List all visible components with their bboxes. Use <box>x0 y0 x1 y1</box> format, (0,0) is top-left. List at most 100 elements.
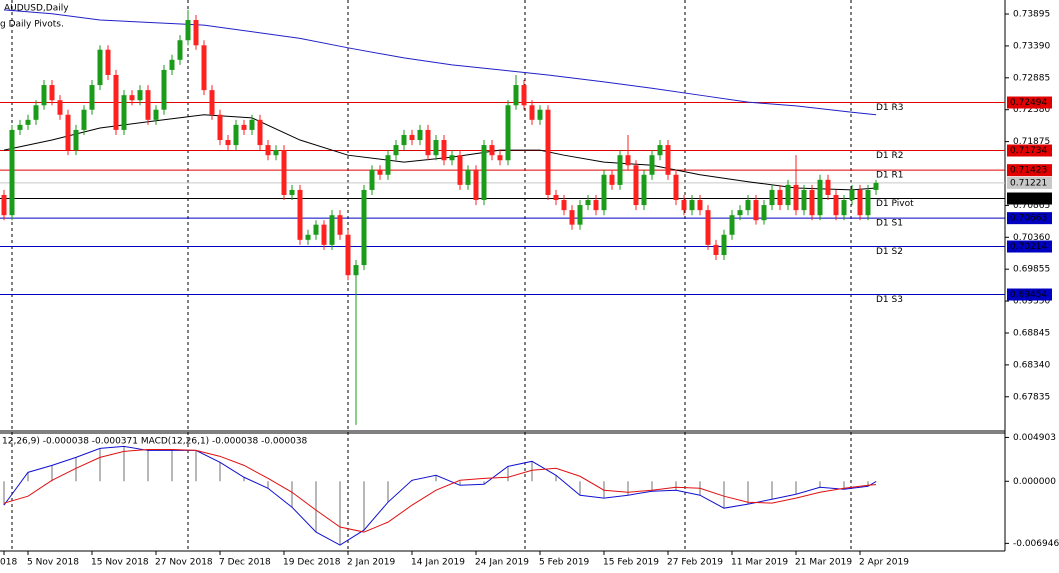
candle-body <box>33 105 39 120</box>
histogram-bar <box>555 475 557 482</box>
x-tick-label: 5 Nov 2018 <box>27 558 79 568</box>
histogram-bar <box>171 450 173 482</box>
histogram-bar <box>123 446 125 482</box>
pivot-box <box>1007 288 1052 301</box>
histogram-bar <box>627 481 629 496</box>
candle-body <box>169 59 175 70</box>
candle-body <box>465 169 471 185</box>
candle-body <box>153 109 159 120</box>
histogram-bar <box>219 462 221 482</box>
candle-body <box>313 224 319 235</box>
candle-body <box>721 234 727 255</box>
pivot-value: 0.69454 <box>1010 290 1047 300</box>
y-tick-label: 0.71875 <box>1013 137 1050 147</box>
candle-body <box>689 200 695 211</box>
candle-body <box>65 114 71 151</box>
pivot-value: 0.72494 <box>1010 98 1047 108</box>
histogram-bar <box>267 481 269 489</box>
candle-body <box>537 109 543 120</box>
histogram-bar <box>651 481 653 492</box>
candle-body <box>265 145 271 156</box>
candle-body <box>473 169 479 201</box>
histogram-bar <box>867 481 869 487</box>
histogram-bar <box>291 481 293 508</box>
candle-body <box>641 174 647 206</box>
candle-body <box>281 150 287 195</box>
candle-body <box>185 20 191 41</box>
candle-body <box>17 124 23 130</box>
candle-body <box>257 119 263 146</box>
candle-body <box>745 200 751 211</box>
candle-body <box>377 169 383 175</box>
candle-body <box>1 194 7 216</box>
histogram-bar <box>3 481 5 506</box>
candle-body <box>449 155 455 161</box>
histogram-bar <box>675 481 677 491</box>
histogram-bar <box>75 457 77 482</box>
candle-body <box>97 49 103 86</box>
candle-body <box>737 210 743 216</box>
candle-body <box>393 145 399 156</box>
candle-body <box>497 155 503 161</box>
candle-body <box>177 40 183 60</box>
indicator-title: 12,26,9) -0.000038 -0.000371 MACD(12,26,… <box>2 437 308 447</box>
pivot-name: D1 S3 <box>876 295 903 305</box>
candle-body <box>489 145 495 156</box>
candle-body <box>505 105 511 161</box>
x-tick-label: 2 Apr 2019 <box>859 558 909 568</box>
candle-body <box>217 114 223 141</box>
histogram-bar <box>579 481 581 496</box>
candle-body <box>233 124 239 146</box>
candle-body <box>769 189 775 206</box>
histogram-bar <box>51 465 53 482</box>
candle-body <box>73 129 79 151</box>
current-price-box <box>1007 176 1052 189</box>
candle-body <box>561 200 567 211</box>
histogram-bar <box>771 481 773 500</box>
candle-body <box>401 134 407 146</box>
histogram-bar <box>819 481 821 488</box>
candle-body <box>513 85 519 106</box>
y-tick-label: 0.72885 <box>1013 73 1050 83</box>
candle-body <box>865 189 871 216</box>
candle-body <box>601 174 607 211</box>
x-tick-label: 11 Mar 2019 <box>731 558 788 568</box>
candle-body <box>345 234 351 276</box>
candle-body <box>289 189 295 195</box>
candle-body <box>113 74 119 130</box>
y-tick-label: 0.004903 <box>1013 433 1056 443</box>
candle-body <box>441 140 447 161</box>
candle-body <box>249 119 255 130</box>
histogram-bar <box>243 477 245 482</box>
histogram-bar <box>507 466 509 482</box>
pivot-box <box>1007 96 1052 109</box>
candle-body <box>665 145 671 175</box>
pivot-name: D1 R2 <box>876 151 904 161</box>
x-tick-label: 15 Nov 2018 <box>91 558 149 568</box>
x-tick-label: 19 Dec 2018 <box>283 558 341 568</box>
candle-body <box>385 155 391 175</box>
candle-body <box>225 140 231 146</box>
candle-body <box>457 155 463 185</box>
x-tick-label: 7 Dec 2018 <box>219 558 271 568</box>
candle-body <box>625 155 631 166</box>
x-tick-label: 15 Feb 2019 <box>603 558 659 568</box>
y-tick-label: 0.72380 <box>1013 105 1050 115</box>
x-tick-label: 21 Mar 2019 <box>795 558 852 568</box>
pivot-value: 0.71734 <box>1010 146 1047 156</box>
indicator-line <box>3 448 877 533</box>
candle-body <box>593 200 599 211</box>
histogram-bar <box>339 481 341 546</box>
candle-body <box>809 189 815 216</box>
y-tick-label: 0.68845 <box>1013 328 1050 338</box>
histogram-bar <box>147 450 149 482</box>
pivot-box <box>1007 212 1052 225</box>
histogram-bar <box>99 448 101 482</box>
candle-body <box>761 205 767 221</box>
candle-body <box>329 215 335 245</box>
x-tick-label: 2 Jan 2019 <box>347 558 395 568</box>
candle-body <box>521 85 527 106</box>
chart-subtitle: g Daily Pivots. <box>0 20 64 30</box>
candle-body <box>649 155 655 175</box>
